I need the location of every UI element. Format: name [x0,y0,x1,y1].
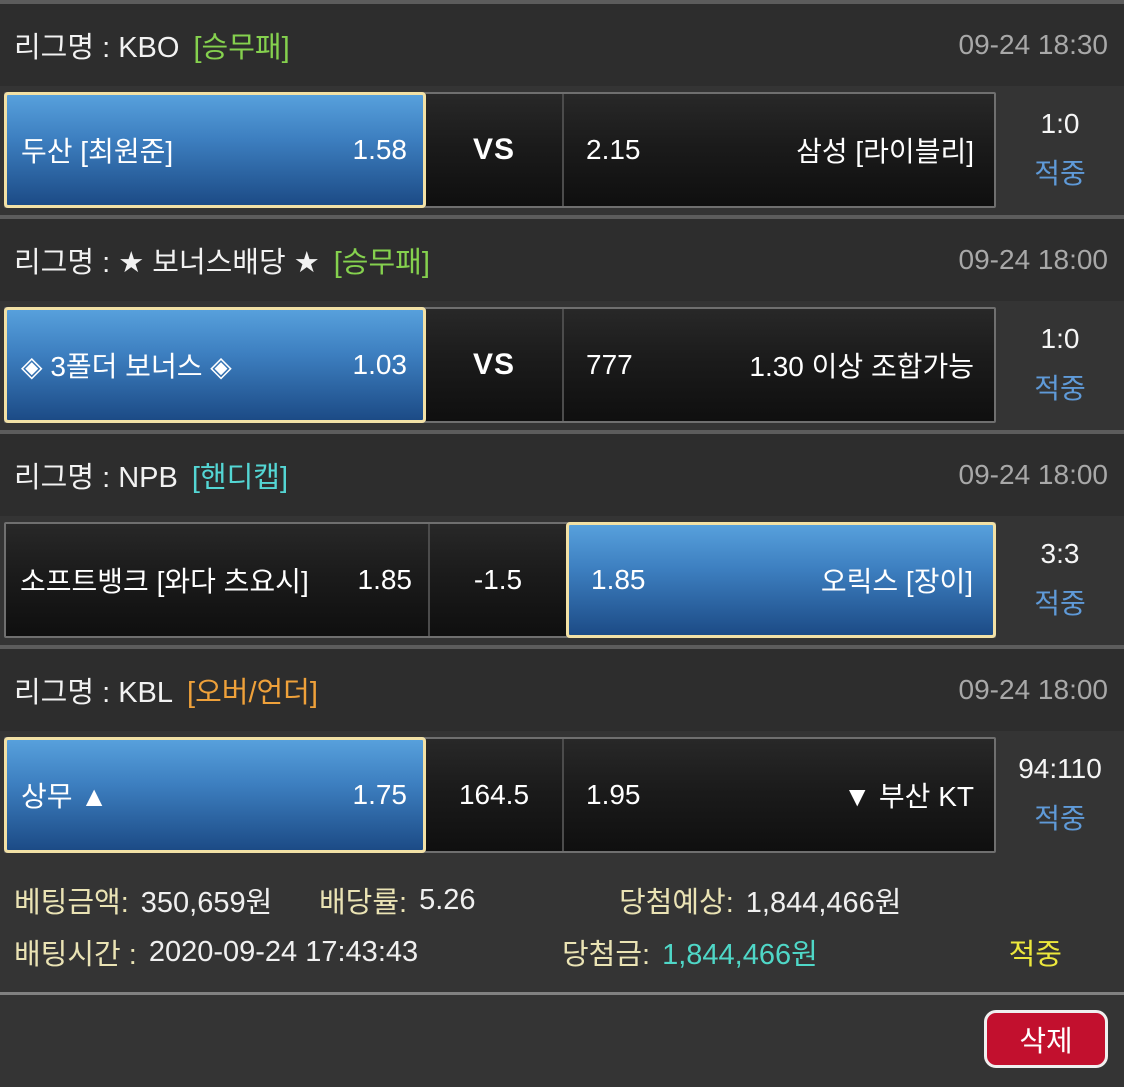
match-datetime: 09-24 18:00 [958,459,1108,490]
hit-status: 적중 [1034,373,1086,404]
vs-label: VS [472,348,516,381]
over-bet-button[interactable]: 상무 ▲ 1.75 [4,737,426,853]
match-score: 3:3 [1040,538,1080,569]
away-odds: 2.15 [586,134,641,165]
away-bet-button[interactable]: 777 1.30 이상 조합가능 [564,309,994,421]
home-team-name: 소프트뱅크 [와다 츠요시] [20,566,309,597]
away-odds: 1.85 [591,564,646,595]
under-bet-button[interactable]: 1.95 ▼ 부산 KT [564,739,994,851]
total-line: 164.5 [458,779,530,810]
odds-rate-label: 배당률: [319,887,408,919]
center-odds-cell: VS [424,94,564,206]
bet-amount-label: 베팅금액: [14,887,129,919]
match-row: 상무 ▲ 1.75 164.5 1.95 ▼ 부산 KT 94:110 적중 [0,731,1124,860]
bet-time-value: 2020-09-24 17:43:43 [148,935,419,968]
odds-row: 소프트뱅크 [와다 츠요시] 1.85 -1.5 1.85 오릭스 [장이] [4,522,996,638]
center-odds-cell: VS [424,309,564,421]
odds-row: ◈ 3폴더 보너스 ◈ 1.03 VS 777 1.30 이상 조합가능 [4,307,996,423]
bet-summary: 베팅금액: 350,659원 배당률: 5.26 당첨예상: 1,844,466… [0,860,1124,992]
under-odds: 1.95 [586,779,641,810]
match-datetime: 09-24 18:00 [958,244,1108,275]
hit-status: 적중 [1034,158,1086,189]
vs-label: VS [472,133,516,166]
expected-win-value: 1,844,466원 [745,887,902,919]
market-type-label: [승무패] [333,247,430,279]
win-amount-value: 1,844,466원 [662,939,818,971]
match-row: 소프트뱅크 [와다 츠요시] 1.85 -1.5 1.85 오릭스 [장이] 3… [0,516,1124,645]
match-section-bonus: 리그명 : ★ 보너스배당 ★ [승무패] 09-24 18:00 ◈ 3폴더 … [0,215,1124,430]
league-label: 리그명 : KBL [14,677,174,709]
handicap-line: -1.5 [473,564,523,595]
odds-row: 상무 ▲ 1.75 164.5 1.95 ▼ 부산 KT [4,737,996,853]
league-label: 리그명 : NPB [14,462,178,494]
league-header: 리그명 : NPB [핸디캡] 09-24 18:00 [0,434,1124,516]
hit-status: 적중 [1034,803,1086,834]
over-team-name: 상무 ▲ [21,781,109,812]
result-column: 3:3 적중 [996,522,1124,638]
home-bet-button[interactable]: 두산 [최원준] 1.58 [4,92,426,208]
match-row: 두산 [최원준] 1.58 VS 2.15 삼성 [라이블리] 1:0 적중 [0,86,1124,215]
league-label: 리그명 : KBO [14,32,180,64]
league-header: 리그명 : KBO [승무패] 09-24 18:30 [0,4,1124,86]
home-bet-button[interactable]: 소프트뱅크 [와다 츠요시] 1.85 [6,524,428,636]
result-column: 1:0 적중 [996,92,1124,208]
match-section-kbo: 리그명 : KBO [승무패] 09-24 18:30 두산 [최원준] 1.5… [0,0,1124,215]
home-odds: 1.85 [357,564,413,595]
match-datetime: 09-24 18:00 [958,674,1108,705]
away-bet-button[interactable]: 2.15 삼성 [라이블리] [564,94,994,206]
home-team-name: 두산 [최원준] [21,136,174,167]
away-bet-button[interactable]: 1.85 오릭스 [장이] [566,522,996,638]
summary-row-2: 배팅시간 : 2020-09-24 17:43:43 당첨금: 1,844,46… [14,926,1110,978]
over-odds: 1.75 [352,779,408,810]
result-column: 1:0 적중 [996,307,1124,423]
handicap-line-cell: -1.5 [428,524,568,636]
odds-row: 두산 [최원준] 1.58 VS 2.15 삼성 [라이블리] [4,92,996,208]
odds-rate-value: 5.26 [419,883,476,916]
market-type-label: [핸디캡] [191,462,288,494]
delete-button[interactable]: 삭제 [984,1010,1108,1068]
league-label: 리그명 : ★ 보너스배당 ★ [14,247,320,279]
away-team-name: 1.30 이상 조합가능 [749,351,974,382]
bet-time-label: 배팅시간 : [14,939,137,971]
hit-status: 적중 [1034,588,1086,619]
match-score: 1:0 [1040,108,1080,139]
market-type-label: [승무패] [193,32,290,64]
total-line-cell: 164.5 [424,739,564,851]
match-section-kbl: 리그명 : KBL [오버/언더] 09-24 18:00 상무 ▲ 1.75 … [0,645,1124,860]
league-header: 리그명 : KBL [오버/언더] 09-24 18:00 [0,649,1124,731]
away-team-name: 오릭스 [장이] [820,566,973,597]
expected-win-label: 당첨예상: [619,887,734,919]
match-score: 94:110 [1018,753,1102,784]
card-footer: 삭제 [0,992,1124,1084]
bonus-bet-button[interactable]: ◈ 3폴더 보너스 ◈ 1.03 [4,307,426,423]
home-odds: 1.58 [352,134,408,165]
market-type-label: [오버/언더] [187,677,318,709]
away-team-name: 삼성 [라이블리] [796,136,974,167]
match-score: 1:0 [1040,323,1080,354]
result-column: 94:110 적중 [996,737,1124,853]
away-odds: 777 [586,349,633,380]
match-row: ◈ 3폴더 보너스 ◈ 1.03 VS 777 1.30 이상 조합가능 1:0… [0,301,1124,430]
bonus-odds: 1.03 [352,349,408,380]
bet-amount-value: 350,659원 [140,887,273,919]
under-team-name: ▼ 부산 KT [843,781,974,812]
overall-hit-status: 적중 [1008,939,1062,971]
match-section-npb: 리그명 : NPB [핸디캡] 09-24 18:00 소프트뱅크 [와다 츠요… [0,430,1124,645]
league-header: 리그명 : ★ 보너스배당 ★ [승무패] 09-24 18:00 [0,219,1124,301]
match-datetime: 09-24 18:30 [958,29,1108,60]
summary-row-1: 베팅금액: 350,659원 배당률: 5.26 당첨예상: 1,844,466… [14,874,1110,926]
win-amount-label: 당첨금: [562,939,651,971]
bonus-name: ◈ 3폴더 보너스 ◈ [21,351,232,382]
